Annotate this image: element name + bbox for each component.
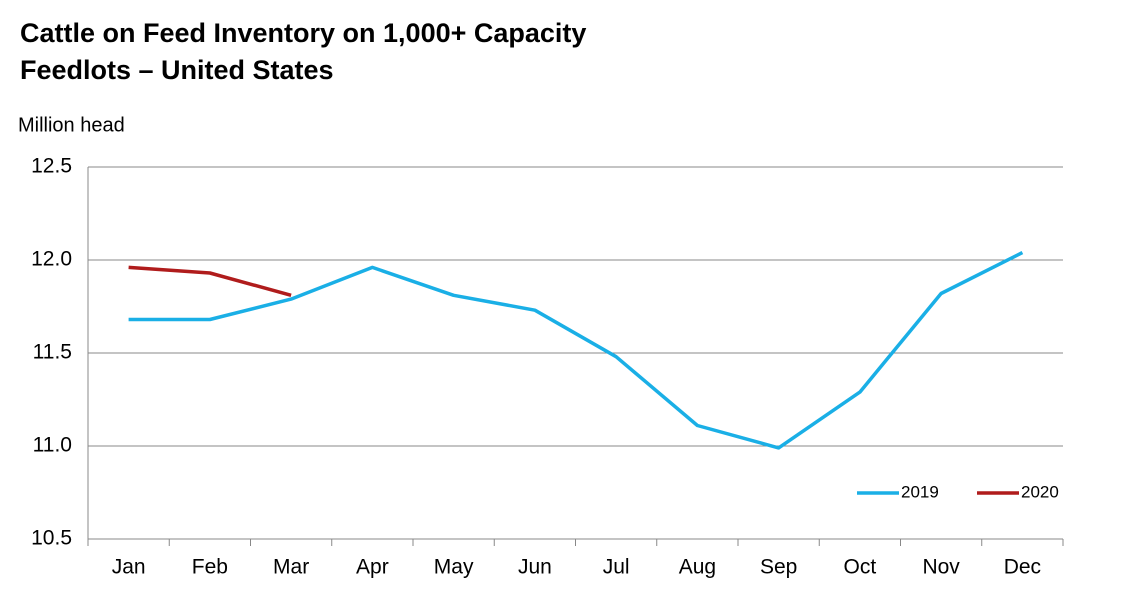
x-tick-label: Oct (844, 556, 877, 579)
x-tick-label: Nov (922, 556, 960, 579)
y-tick-label: 11.5 (33, 341, 72, 364)
x-tick-label: Jun (518, 556, 552, 579)
series-line (128, 265, 292, 297)
chart-title: Feedlots – United States (20, 55, 334, 85)
legend-label: 2019 (901, 482, 939, 501)
y-tick-label: 10.5 (31, 527, 72, 550)
x-tick-label: Aug (679, 556, 716, 579)
x-tick-label: Apr (356, 556, 389, 579)
y-tick-label: 12.5 (31, 155, 72, 178)
x-tick-label: Dec (1004, 556, 1041, 579)
x-tick-label: Sep (760, 556, 797, 579)
series-line (128, 251, 1024, 450)
x-tick-label: Jul (603, 556, 630, 579)
x-tick-label: Mar (273, 556, 309, 579)
x-tick-label: Feb (192, 556, 228, 579)
y-axis-label: Million head (18, 114, 125, 136)
y-tick-label: 12.0 (31, 248, 72, 271)
x-tick-label: May (434, 556, 474, 579)
x-tick-label: Jan (112, 556, 146, 579)
chart-title: Cattle on Feed Inventory on 1,000+ Capac… (20, 18, 586, 48)
legend-label: 2020 (1021, 482, 1059, 501)
y-tick-label: 11.0 (33, 434, 72, 457)
